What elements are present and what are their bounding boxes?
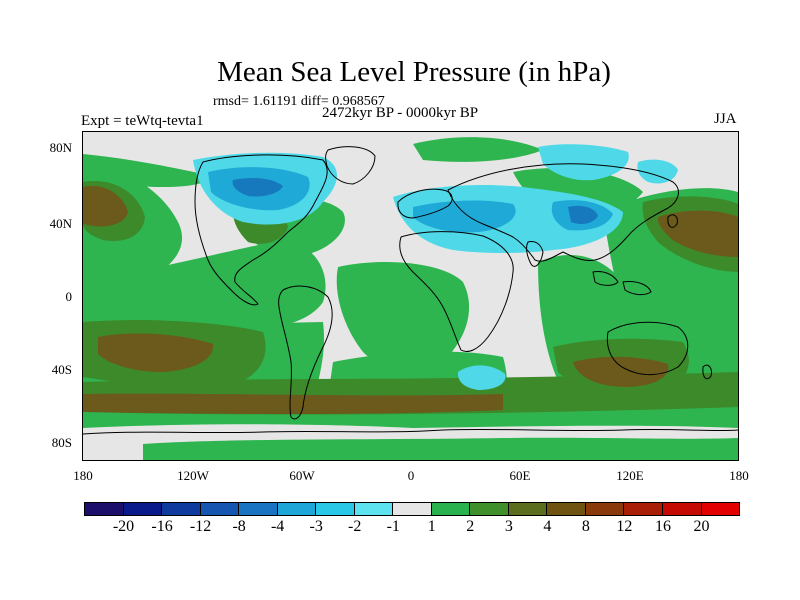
colorbar-label: -16: [151, 518, 173, 535]
colorbar-bin: [315, 502, 355, 516]
lon-label-60e: 60E: [509, 468, 531, 483]
positive-dark-south-pacific: [98, 333, 214, 372]
colorbar-label: 4: [543, 518, 552, 535]
experiment-label: Expt = teWtq-tevta1: [81, 113, 204, 129]
colorbar-bin: [238, 502, 278, 516]
colorbar: [84, 502, 741, 516]
positive-dark-north-pacific: [83, 185, 128, 227]
colorbar-label: 3: [504, 518, 513, 535]
colorbar-label: 1: [427, 518, 436, 535]
positive-arctic-fringe: [83, 154, 213, 188]
colorbar-label: -2: [348, 518, 362, 535]
colorbar-bin: [353, 502, 394, 516]
lat-label-80s: 80S: [51, 435, 72, 450]
lon-label-180w: 180: [73, 468, 93, 483]
colorbar-bin: [84, 502, 124, 516]
colorbar-bin: [392, 502, 432, 516]
lon-label-180e: 180: [729, 468, 749, 483]
colorbar-bin: [161, 502, 201, 516]
positive-tropical-pacific: [83, 241, 326, 332]
lon-label-0: 0: [407, 468, 415, 483]
colorbar-bin: [700, 502, 741, 516]
colorbar-bin: [623, 502, 663, 516]
stats-line: rmsd= 1.61191 diff= 0.968567: [213, 94, 385, 109]
negative-east-siberia: [637, 159, 678, 184]
colorbar-label: -1: [386, 518, 400, 535]
colorbar-label: 16: [654, 518, 671, 535]
map-title: Mean Sea Level Pressure (in hPa): [217, 56, 611, 88]
colorbar-label: 8: [581, 518, 590, 535]
negative-south-atlantic: [457, 365, 506, 390]
colorbar-bin: [661, 502, 702, 516]
colorbar-label: -12: [189, 518, 212, 535]
colorbar-label: 20: [693, 518, 710, 535]
colorbar-label: -8: [232, 518, 246, 535]
lat-label-40s: 40S: [51, 362, 72, 377]
colorbar-bin: [199, 502, 240, 516]
season-label: JJA: [714, 111, 737, 127]
lat-label-40n: 40N: [49, 216, 72, 231]
antarctica-green-strip: [143, 437, 738, 460]
positive-dark-northwest-pacific: [657, 210, 738, 257]
negative-central-asia: [538, 144, 629, 181]
period-label: 2472kyr BP - 0000kyr BP: [322, 105, 479, 121]
colorbar-label: 12: [616, 518, 633, 535]
coastlines: [83, 146, 738, 435]
colorbar-bin: [507, 502, 548, 516]
map-field: [83, 132, 738, 460]
lon-label-120w: 120W: [177, 468, 209, 483]
colorbar-bin: [430, 502, 471, 516]
colorbar-bin: [546, 502, 586, 516]
colorbar-bin: [276, 502, 317, 516]
lon-label-60w: 60W: [289, 468, 315, 483]
colorbar-bin: [469, 502, 509, 516]
colorbar-label: -20: [112, 518, 135, 535]
negative-dark-asia: [568, 205, 598, 224]
colorbar-bin: [122, 502, 163, 516]
positive-atlantic: [336, 262, 470, 371]
colorbar-label: 2: [466, 518, 475, 535]
colorbar-label: -4: [270, 518, 285, 535]
positive-dark-australia-south: [573, 356, 669, 387]
colorbar-bin: [584, 502, 625, 516]
colorbar-label: -3: [309, 518, 323, 535]
positive-dark-southern-ocean: [83, 393, 503, 414]
lat-label-0: 0: [65, 289, 73, 304]
lon-label-120e: 120E: [616, 468, 644, 483]
positive-siberia: [413, 137, 543, 162]
pressure-anomaly-map: [82, 131, 739, 461]
negative-mid-europe: [413, 200, 516, 233]
negative-dark-north-america: [232, 178, 283, 197]
lat-label-80n: 80N: [49, 140, 72, 155]
